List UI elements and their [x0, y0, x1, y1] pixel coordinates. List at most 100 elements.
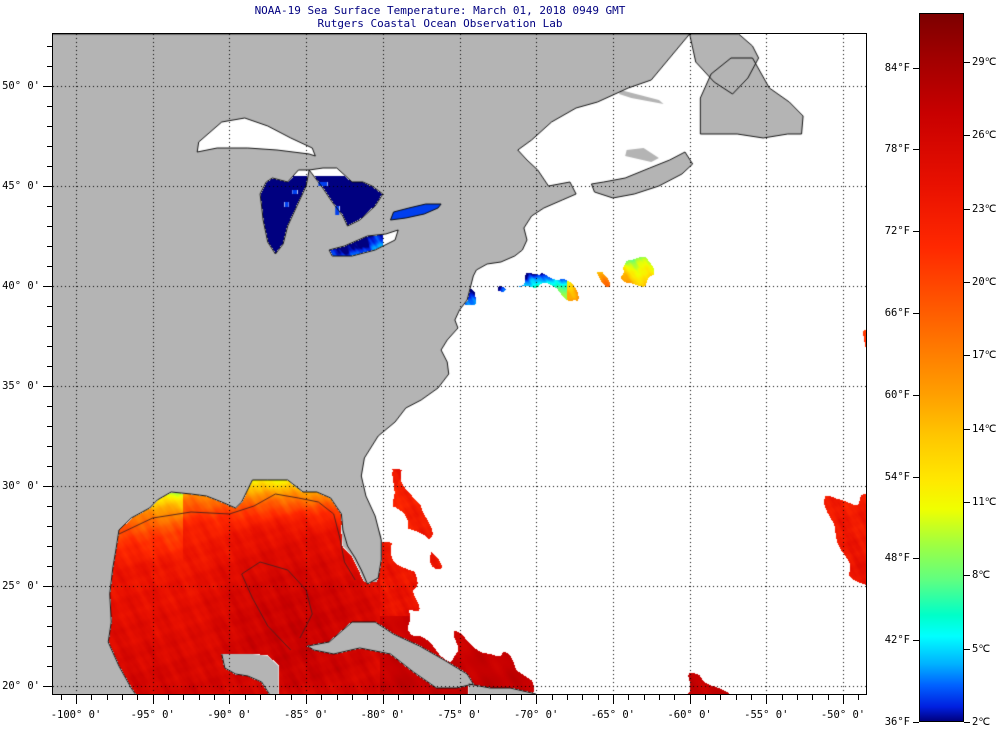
y-axis-label: 45° 0' [2, 180, 40, 192]
y-tick-major [43, 486, 52, 487]
colorbar-label-celsius: 2℃ [972, 716, 991, 728]
x-tick-minor [198, 695, 200, 700]
colorbar-tick-celsius [964, 722, 970, 723]
y-tick-minor [47, 246, 52, 247]
y-tick-major [43, 686, 52, 687]
y-axis-label: 35° 0' [2, 380, 40, 392]
colorbar-tick-celsius [964, 648, 970, 650]
colorbar-label-celsius: 11℃ [972, 495, 997, 508]
x-tick-minor [91, 695, 93, 700]
x-tick-minor [704, 695, 706, 700]
y-tick-minor [47, 106, 52, 107]
colorbar-tick-celsius [964, 428, 970, 430]
x-tick-minor [244, 695, 246, 700]
colorbar-label-fahrenheit: 72°F [884, 225, 910, 238]
colorbar-label-fahrenheit: 60°F [884, 388, 910, 401]
x-tick-major [306, 695, 308, 704]
x-axis-label: -95° 0' [130, 709, 175, 721]
x-tick-minor [674, 695, 676, 700]
y-tick-major [43, 286, 52, 287]
sst-raster [53, 34, 866, 694]
x-tick-minor [582, 695, 584, 700]
y-axis-label: 30° 0' [2, 480, 40, 492]
colorbar-tick-celsius [964, 135, 970, 137]
x-tick-minor [321, 695, 323, 700]
y-axis-label: 50° 0' [2, 80, 40, 92]
x-axis-label: -50° 0' [820, 709, 866, 721]
y-tick-minor [47, 66, 52, 67]
x-tick-minor [367, 695, 369, 700]
x-tick-major [689, 695, 691, 704]
colorbar-label-fahrenheit: 84°F [884, 61, 910, 74]
x-tick-minor [812, 695, 814, 700]
y-tick-minor [47, 446, 52, 447]
x-tick-minor [505, 695, 507, 700]
colorbar-tick-fahrenheit [913, 312, 919, 314]
x-tick-minor [214, 695, 216, 700]
y-tick-major [43, 586, 52, 587]
colorbar-label-fahrenheit: 42°F [884, 634, 910, 647]
y-tick-major [43, 386, 52, 387]
x-tick-minor [474, 695, 476, 700]
x-tick-minor [781, 695, 783, 700]
colorbar-label-fahrenheit: 66°F [884, 306, 910, 319]
colorbar-label-celsius: 23℃ [972, 202, 997, 215]
colorbar-label-fahrenheit: 48°F [884, 552, 910, 565]
y-tick-minor [47, 266, 52, 267]
colorbar-label-celsius: 29℃ [972, 55, 997, 68]
title-line-1: NOAA-19 Sea Surface Temperature: March 0… [254, 4, 626, 17]
colorbar-label-fahrenheit: 78°F [884, 143, 910, 156]
x-tick-minor [428, 695, 430, 700]
x-tick-minor [336, 695, 338, 700]
x-axis-label: -90° 0' [207, 709, 252, 721]
x-axis-label: -80° 0' [360, 709, 405, 721]
y-tick-minor [47, 566, 52, 567]
y-tick-minor [47, 666, 52, 667]
x-tick-major [382, 695, 384, 704]
y-tick-minor [47, 366, 52, 367]
x-tick-minor [566, 695, 568, 700]
y-tick-minor [47, 346, 52, 347]
colorbar-tick-fahrenheit [913, 231, 919, 233]
colorbar-tick-fahrenheit [913, 476, 919, 478]
x-tick-minor [290, 695, 292, 700]
y-tick-minor [47, 546, 52, 547]
colorbar-tick-celsius [964, 501, 970, 503]
x-tick-minor [60, 695, 62, 700]
y-tick-minor [47, 526, 52, 527]
y-tick-minor [47, 626, 52, 627]
x-tick-minor [858, 695, 860, 700]
x-tick-major [766, 695, 768, 704]
colorbar-label-celsius: 5℃ [972, 642, 991, 655]
colorbar-tick-celsius [964, 281, 970, 283]
colorbar-label-fahrenheit: 36°F [884, 716, 910, 728]
colorbar-label-celsius: 17℃ [972, 349, 997, 362]
colorbar-tick-celsius [964, 355, 970, 357]
x-tick-minor [137, 695, 139, 700]
colorbar-tick-fahrenheit [913, 67, 919, 69]
x-tick-minor [413, 695, 415, 700]
x-tick-major [76, 695, 77, 704]
figure-title: NOAA-19 Sea Surface Temperature: March 0… [0, 4, 880, 30]
y-tick-major [43, 86, 52, 87]
x-tick-minor [720, 695, 722, 700]
x-tick-minor [628, 695, 630, 700]
x-tick-minor [520, 695, 522, 700]
y-tick-minor [47, 206, 52, 207]
colorbar[interactable] [919, 13, 964, 722]
x-tick-minor [597, 695, 599, 700]
y-axis-label: 25° 0' [2, 580, 40, 592]
x-axis-label: -65° 0' [590, 709, 636, 721]
colorbar-label-fahrenheit: 54°F [884, 470, 910, 483]
colorbar-label-celsius: 26℃ [972, 129, 997, 142]
y-tick-minor [47, 606, 52, 607]
colorbar-gradient [920, 14, 963, 721]
title-line-2: Rutgers Coastal Ocean Observation Lab [317, 17, 563, 30]
map-plot-area[interactable] [52, 33, 867, 695]
x-tick-minor [168, 695, 170, 700]
x-tick-minor [643, 695, 645, 700]
x-tick-major [152, 695, 154, 704]
colorbar-tick-celsius [964, 61, 970, 63]
y-tick-minor [47, 466, 52, 467]
